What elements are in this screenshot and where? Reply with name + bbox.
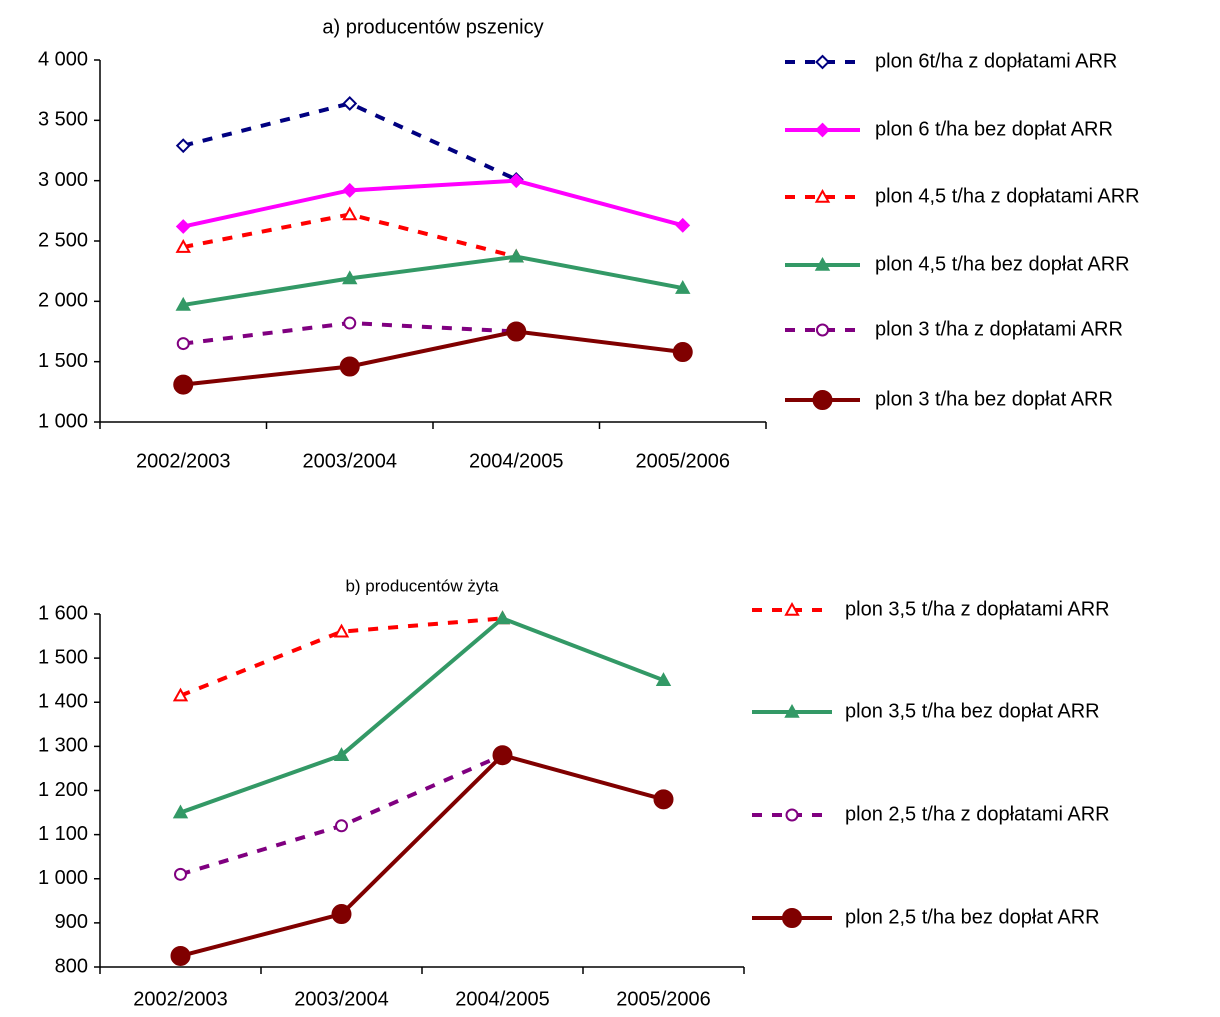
y-tick-label: 900 [55, 911, 88, 933]
series-line [179, 616, 503, 698]
legend-label: plon 3 t/ha bez dopłat ARR [875, 388, 1113, 410]
data-point [508, 248, 524, 263]
data-point [653, 789, 674, 810]
x-tick-label: 2005/2006 [635, 450, 730, 472]
series-line [182, 101, 518, 182]
legend-label: plon 4,5 t/ha bez dopłat ARR [875, 253, 1130, 275]
legend-label: plon 3 t/ha z dopłatami ARR [875, 318, 1123, 340]
data-point [655, 672, 672, 686]
data-point [494, 610, 511, 625]
data-point [175, 219, 191, 234]
chart-title: b) producentów żyta [345, 576, 499, 595]
data-point [672, 342, 693, 363]
series-line [179, 753, 504, 877]
y-tick-label: 1 000 [38, 867, 88, 889]
series-line [182, 212, 517, 259]
y-tick-label: 1 000 [38, 410, 88, 432]
legend-key-marker [784, 601, 800, 616]
data-point [333, 747, 350, 761]
legend-label: plon 3,5 t/ha bez dopłat ARR [845, 700, 1100, 722]
series-line [183, 329, 683, 387]
x-tick-label: 2003/2004 [294, 988, 389, 1010]
series-line [179, 752, 665, 958]
legend-key-marker [814, 256, 831, 271]
data-point [492, 745, 513, 766]
legend-key-marker [816, 323, 829, 337]
y-tick-label: 3 000 [38, 169, 88, 191]
y-tick-label: 1 600 [38, 602, 88, 624]
legend-key-marker [812, 390, 833, 410]
data-point [333, 623, 350, 638]
legend-label: plon 2,5 t/ha z dopłatami ARR [845, 803, 1110, 825]
data-point [508, 173, 524, 189]
data-point [342, 270, 358, 285]
y-tick-label: 1 200 [38, 779, 88, 801]
series-line [179, 616, 665, 815]
y-tick-label: 3 500 [38, 109, 88, 131]
legend-label: plon 4,5 t/ha z dopłatami ARR [875, 185, 1140, 207]
data-point [339, 356, 360, 377]
data-point [175, 238, 191, 253]
y-tick-label: 1 300 [38, 735, 88, 757]
data-point [331, 904, 352, 925]
x-tick-label: 2005/2006 [616, 988, 711, 1010]
legend-label: plon 6t/ha z dopłatami ARR [875, 50, 1117, 72]
series-line [182, 254, 684, 307]
data-point [675, 217, 691, 233]
data-point [172, 687, 189, 702]
data-point [506, 321, 527, 342]
data-point [170, 945, 191, 966]
data-point [172, 804, 189, 819]
data-point [342, 206, 358, 221]
legend-label: plon 3,5 t/ha z dopłatami ARR [845, 598, 1110, 620]
y-tick-label: 2 000 [38, 290, 88, 312]
y-tick-label: 4 000 [38, 48, 88, 70]
data-point [343, 316, 357, 330]
data-point [175, 296, 191, 311]
x-tick-label: 2002/2003 [136, 450, 231, 472]
series-line [182, 178, 684, 229]
data-point [175, 138, 191, 154]
x-tick-label: 2002/2003 [133, 988, 228, 1010]
y-tick-label: 1 500 [38, 350, 88, 372]
y-tick-label: 800 [55, 955, 88, 977]
legend-key-marker [784, 703, 800, 718]
y-tick-label: 2 500 [38, 229, 88, 251]
x-tick-label: 2004/2005 [455, 988, 550, 1010]
legend-label: plon 6 t/ha bez dopłat ARR [875, 118, 1113, 140]
data-point [174, 867, 187, 881]
data-point [173, 374, 194, 395]
legend-label: plon 2,5 t/ha bez dopłat ARR [845, 906, 1100, 928]
y-tick-label: 1 500 [38, 646, 88, 668]
data-point [342, 182, 358, 198]
legend-key-marker [782, 908, 802, 928]
chart-title: a) producentów pszenicy [322, 16, 543, 38]
y-tick-label: 1 100 [38, 823, 88, 845]
data-point [675, 280, 691, 294]
legend-key-marker [815, 122, 830, 138]
legend-key-marker [814, 188, 831, 203]
y-tick-label: 1 400 [38, 691, 88, 713]
legend-key-marker [815, 54, 830, 70]
data-point [176, 337, 190, 351]
data-point [335, 819, 348, 833]
x-tick-label: 2003/2004 [302, 450, 397, 472]
x-tick-label: 2004/2005 [469, 450, 564, 472]
legend-key-marker [785, 808, 799, 822]
data-point [342, 96, 358, 111]
